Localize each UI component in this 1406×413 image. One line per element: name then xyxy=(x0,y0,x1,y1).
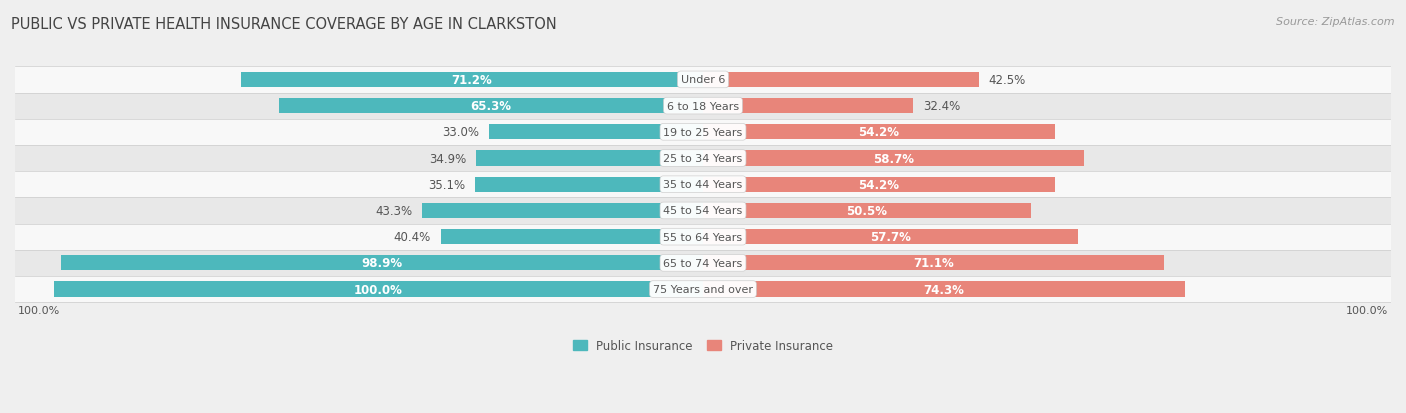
Bar xyxy=(441,230,703,244)
Text: 54.2%: 54.2% xyxy=(859,178,900,191)
Bar xyxy=(477,151,703,166)
Text: Source: ZipAtlas.com: Source: ZipAtlas.com xyxy=(1277,17,1395,26)
Text: 33.0%: 33.0% xyxy=(441,126,479,139)
Bar xyxy=(15,276,1391,302)
Text: 6 to 18 Years: 6 to 18 Years xyxy=(666,101,740,112)
Text: 50.5%: 50.5% xyxy=(846,204,887,217)
Text: 54.2%: 54.2% xyxy=(859,126,900,139)
Text: 19 to 25 Years: 19 to 25 Years xyxy=(664,128,742,138)
Text: 65.3%: 65.3% xyxy=(471,100,512,113)
Text: 58.7%: 58.7% xyxy=(873,152,914,165)
Text: 55 to 64 Years: 55 to 64 Years xyxy=(664,232,742,242)
Text: 74.3%: 74.3% xyxy=(924,283,965,296)
Text: Under 6: Under 6 xyxy=(681,75,725,85)
Text: 71.2%: 71.2% xyxy=(451,74,492,87)
Bar xyxy=(703,177,1054,192)
Bar xyxy=(703,203,1031,218)
Bar xyxy=(15,198,1391,224)
Text: 71.1%: 71.1% xyxy=(914,257,955,270)
Text: 75 Years and over: 75 Years and over xyxy=(652,285,754,294)
Text: 32.4%: 32.4% xyxy=(922,100,960,113)
Text: 100.0%: 100.0% xyxy=(18,306,60,316)
Text: 45 to 54 Years: 45 to 54 Years xyxy=(664,206,742,216)
Bar xyxy=(15,93,1391,119)
Text: 25 to 34 Years: 25 to 34 Years xyxy=(664,154,742,164)
Legend: Public Insurance, Private Insurance: Public Insurance, Private Insurance xyxy=(572,339,834,352)
Bar xyxy=(60,256,703,271)
Text: 57.7%: 57.7% xyxy=(870,230,911,244)
Text: 98.9%: 98.9% xyxy=(361,257,402,270)
Bar xyxy=(15,119,1391,145)
Text: 65 to 74 Years: 65 to 74 Years xyxy=(664,258,742,268)
Bar xyxy=(703,230,1077,244)
Text: PUBLIC VS PRIVATE HEALTH INSURANCE COVERAGE BY AGE IN CLARKSTON: PUBLIC VS PRIVATE HEALTH INSURANCE COVER… xyxy=(11,17,557,31)
Bar xyxy=(15,250,1391,276)
Text: 100.0%: 100.0% xyxy=(354,283,404,296)
Bar xyxy=(475,177,703,192)
Bar xyxy=(15,145,1391,172)
Bar xyxy=(15,67,1391,93)
Text: 40.4%: 40.4% xyxy=(394,230,432,244)
Bar xyxy=(422,203,703,218)
Text: 35 to 44 Years: 35 to 44 Years xyxy=(664,180,742,190)
Bar xyxy=(15,172,1391,198)
Text: 100.0%: 100.0% xyxy=(1346,306,1388,316)
Text: 43.3%: 43.3% xyxy=(375,204,412,217)
Text: 42.5%: 42.5% xyxy=(988,74,1026,87)
Bar xyxy=(703,282,1185,297)
Bar xyxy=(703,151,1084,166)
Bar xyxy=(703,256,1164,271)
Bar xyxy=(703,99,914,114)
Text: 34.9%: 34.9% xyxy=(429,152,467,165)
Bar xyxy=(703,73,979,88)
Bar xyxy=(703,125,1054,140)
Bar xyxy=(489,125,703,140)
Text: 35.1%: 35.1% xyxy=(429,178,465,191)
Bar xyxy=(15,224,1391,250)
Bar xyxy=(53,282,703,297)
Bar xyxy=(280,99,703,114)
Bar xyxy=(240,73,703,88)
